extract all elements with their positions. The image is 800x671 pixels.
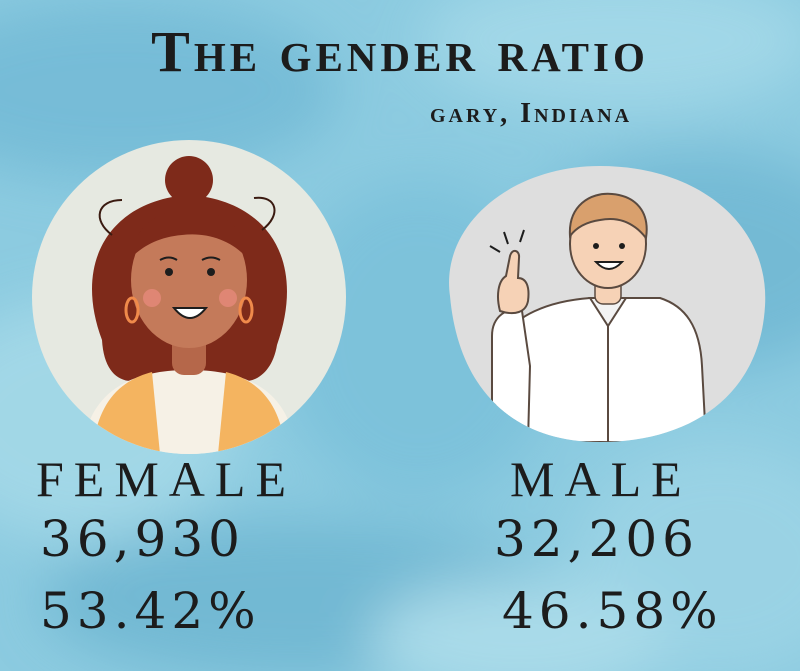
page-subtitle: gary, Indiana bbox=[430, 98, 633, 129]
female-percent: 53.42% bbox=[40, 582, 261, 640]
male-count: 32,206 bbox=[494, 510, 699, 568]
woman-avatar-icon bbox=[32, 140, 346, 454]
page-title: The gender ratio bbox=[151, 19, 649, 84]
male-percent: 46.58% bbox=[502, 582, 723, 640]
male-label: MALE bbox=[510, 451, 692, 507]
man-pointing-icon bbox=[449, 166, 766, 442]
female-count: 36,930 bbox=[40, 510, 245, 568]
female-label: FEMALE bbox=[36, 451, 296, 507]
